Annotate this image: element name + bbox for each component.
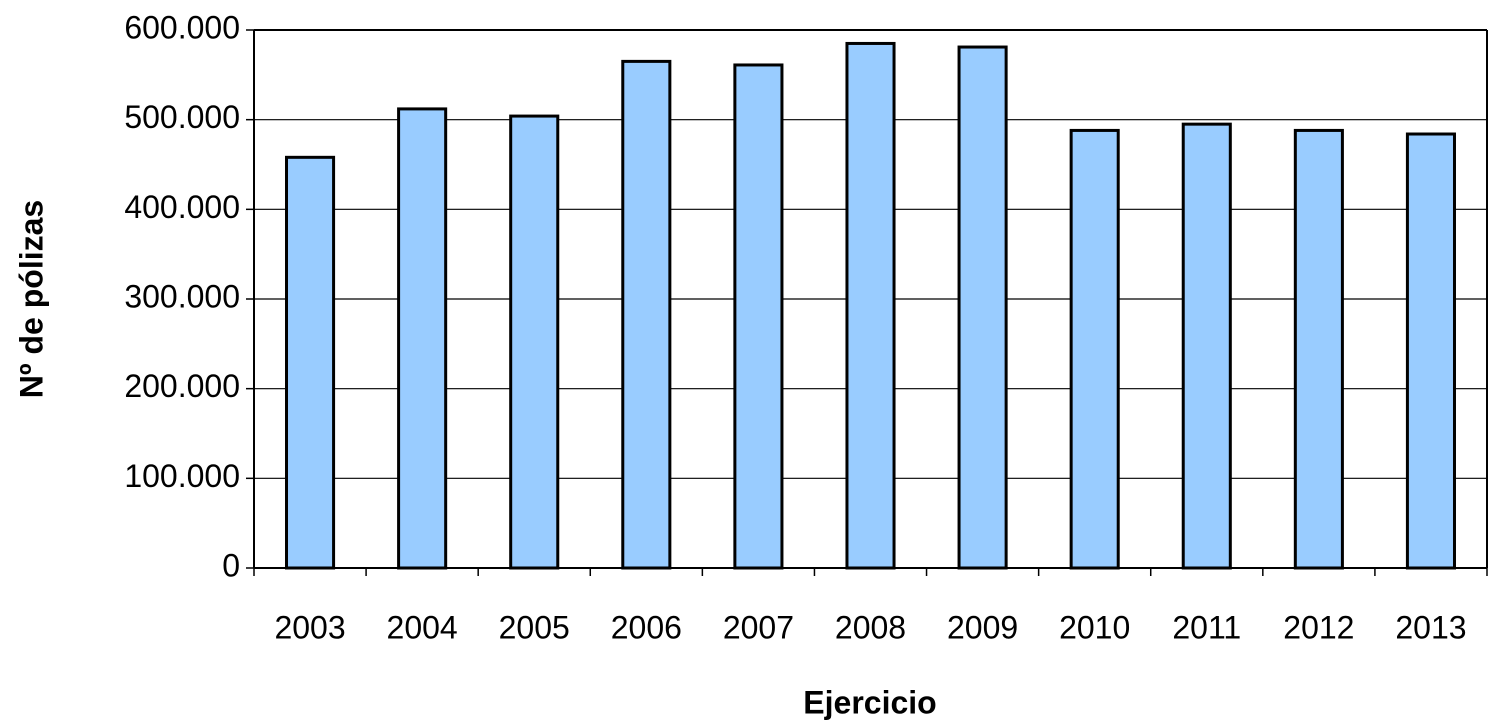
y-tick-label: 100.000 (124, 458, 240, 494)
y-tick-label: 0 (222, 547, 240, 583)
x-tick-label: 2004 (387, 609, 458, 645)
x-tick-label: 2008 (835, 609, 906, 645)
x-tick-label: 2007 (723, 609, 794, 645)
x-tick-label: 2006 (611, 609, 682, 645)
y-tick-label: 300.000 (124, 278, 240, 314)
x-tick-label: 2009 (947, 609, 1018, 645)
x-axis-title: Ejercicio (803, 684, 936, 720)
bar (1405, 132, 1456, 570)
y-tick-label: 200.000 (124, 368, 240, 404)
bar (1069, 128, 1120, 570)
x-tick-label: 2003 (274, 609, 345, 645)
x-tick-label: 2012 (1283, 609, 1354, 645)
x-tick-label: 2011 (1172, 609, 1241, 645)
bar (285, 155, 336, 570)
y-tick-label: 400.000 (124, 189, 240, 225)
y-tick-label: 500.000 (124, 99, 240, 135)
y-axis-title: Nº de pólizas (13, 200, 49, 398)
y-tick-label: 600.000 (124, 9, 240, 45)
bar (733, 63, 784, 570)
bar (845, 41, 896, 570)
bar (1293, 128, 1344, 570)
bar (621, 59, 672, 570)
bar (509, 114, 560, 570)
x-tick-label: 2013 (1395, 609, 1466, 645)
bar (397, 107, 448, 570)
x-tick-label: 2005 (499, 609, 570, 645)
bar (957, 45, 1008, 570)
bar (1181, 122, 1232, 570)
x-tick-label: 2010 (1059, 609, 1130, 645)
